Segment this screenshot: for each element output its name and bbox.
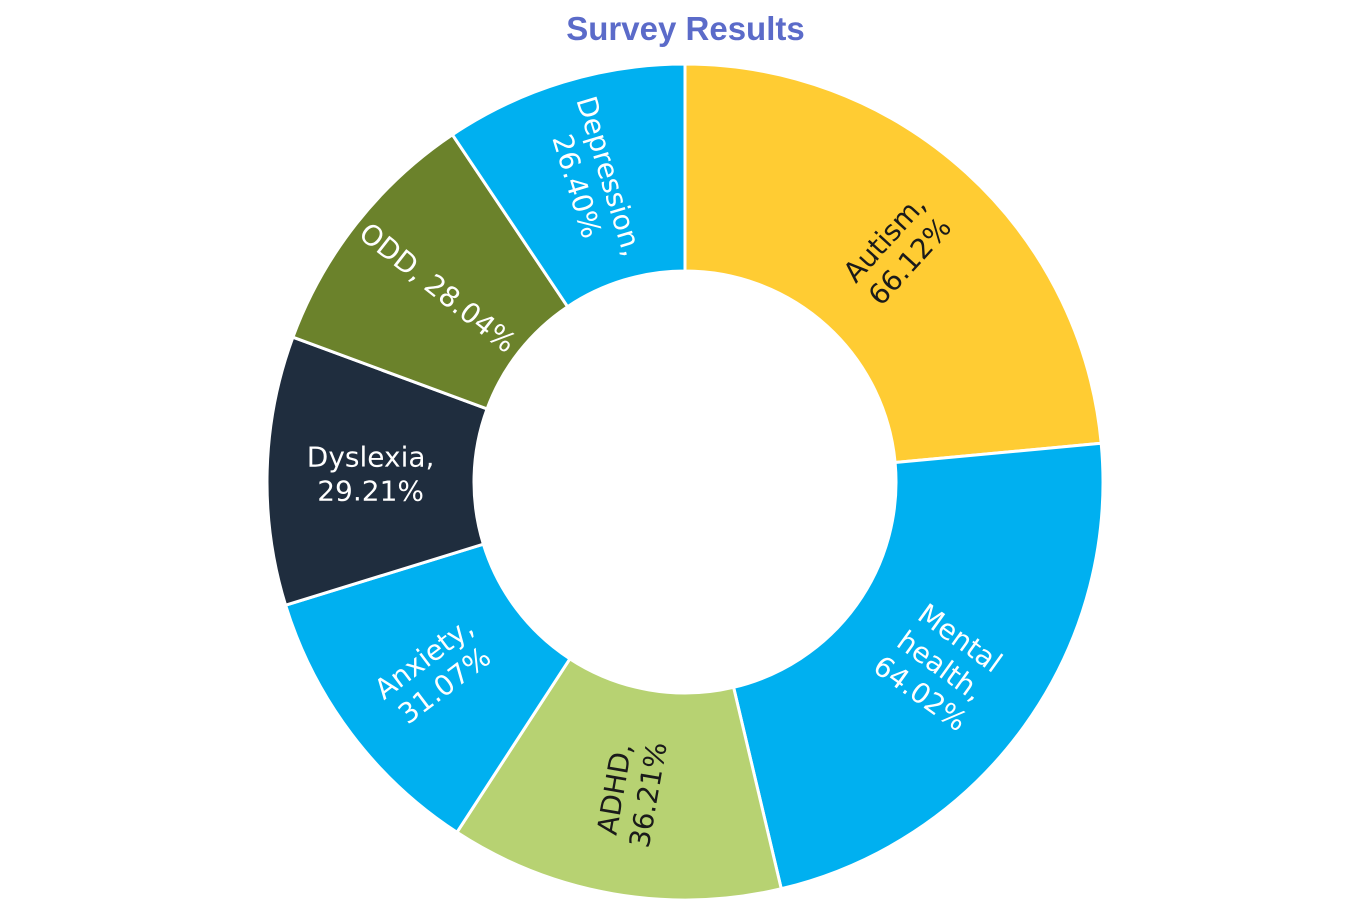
chart-title: Survey Results xyxy=(566,10,805,47)
slice-mental-health xyxy=(731,441,1105,891)
donut-slices xyxy=(265,62,1105,902)
slice-odd xyxy=(290,132,570,411)
slice-label-dyslexia: Dyslexia, 29.21% xyxy=(307,440,435,507)
slice-anxiety xyxy=(283,542,572,835)
slice-autism xyxy=(683,62,1103,465)
slice-depression xyxy=(450,62,687,309)
slice-dyslexia xyxy=(265,335,489,608)
slice-adhd xyxy=(454,656,784,902)
